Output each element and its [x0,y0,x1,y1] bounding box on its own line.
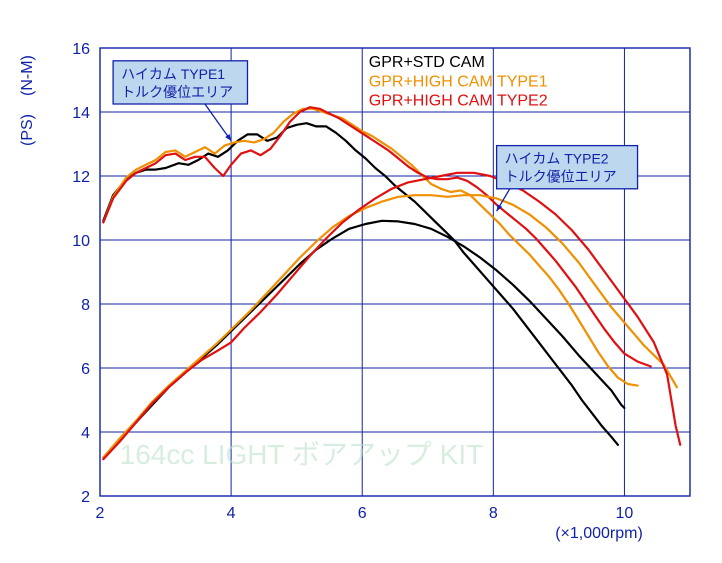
x-tick-label: 10 [616,505,634,522]
callout-text: トルク優位エリア [505,169,617,185]
y-tick-label: 6 [81,361,90,378]
y-tick-label: 16 [72,41,90,58]
y-axis-label-ps: (PS) [19,114,36,146]
dyno-chart: 164cc LIGHT ボアアップ KIT 2 4 6 8 10 (×1,000rpm) 2 4… [0,0,722,563]
legend-item: GPR+STD CAM [369,54,485,71]
y-tick-label: 12 [72,169,90,186]
watermark-text: 164cc LIGHT ボアアップ KIT [120,439,484,470]
callout-text: ハイカム TYPE1 [121,66,225,82]
x-axis-label: (×1,000rpm) [555,525,643,542]
y-tick-label: 2 [81,489,90,506]
x-tick-label: 8 [489,505,498,522]
callout-text: トルク優位エリア [121,84,233,100]
y-tick-label: 10 [72,233,90,250]
y-tick-label: 8 [81,297,90,314]
y-axis-label-nm: (N-M) [19,55,36,96]
y-tick-label: 14 [72,105,90,122]
legend-item: GPR+HIGH CAM TYPE1 [369,73,548,90]
x-tick-label: 6 [358,505,367,522]
chart-bg [0,0,722,563]
legend-item: GPR+HIGH CAM TYPE2 [369,93,548,110]
x-tick-label: 4 [227,505,236,522]
y-tick-label: 4 [81,425,90,442]
x-tick-label: 2 [96,505,105,522]
callout-text: ハイカム TYPE2 [505,151,609,167]
